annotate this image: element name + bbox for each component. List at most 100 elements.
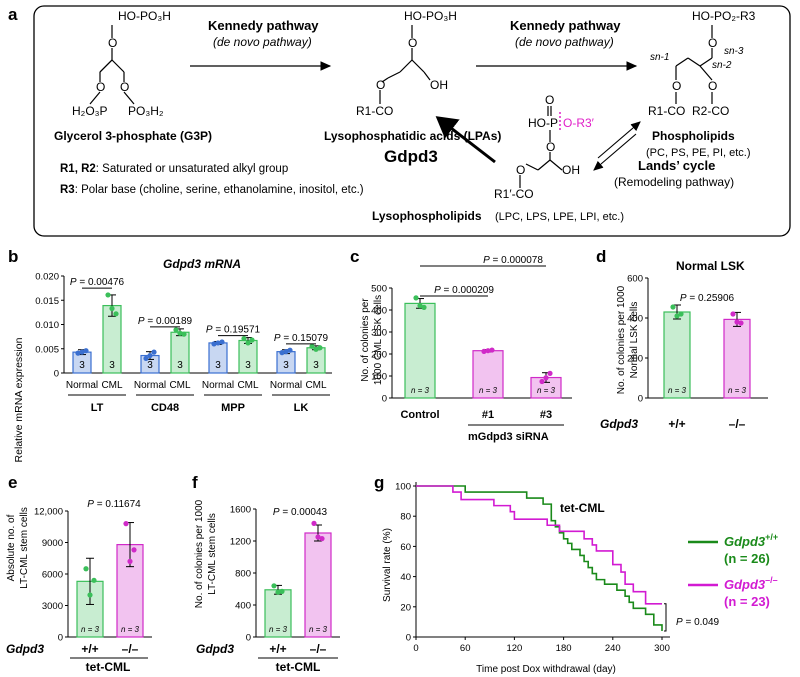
panel-b-n-label: 3 <box>109 360 115 371</box>
panel-b-group-label: LT <box>91 402 104 414</box>
panel-b-data-point <box>75 350 81 356</box>
panel-c-data-point <box>547 370 553 376</box>
panel-f-y-tick-label: 400 <box>235 601 251 612</box>
panel-f-pval: P = 0.00043 <box>273 507 328 518</box>
panel-b-data-point <box>173 327 179 333</box>
panel-b-data-point <box>177 330 183 336</box>
panel-f-bar <box>304 532 332 638</box>
panel-d-n-label: n = 3 <box>668 386 687 395</box>
panel-b-y-tick-label: 0.010 <box>35 320 59 331</box>
panel-d-x-label: +/+ <box>668 417 685 431</box>
panel-b-y-tick-label: 0.020 <box>35 272 59 283</box>
lyso-structure <box>519 106 563 188</box>
panel-g-legend: Gdpd3+/+ (n = 26) Gdpd3–/– (n = 23) <box>688 532 778 609</box>
panel-f-y-tick-label: 800 <box>235 569 251 580</box>
lyso-hop: HO-P <box>528 116 558 130</box>
lpa-top: HO-PO₃H <box>404 9 457 23</box>
panel-b-x-label: CML <box>305 380 327 391</box>
gdpd3-arrow <box>435 116 496 164</box>
legend-wt-n: (n = 26) <box>724 551 770 566</box>
lyso-examples: (LPC, LPS, LPE, LPI, etc.) <box>495 211 624 223</box>
panel-c-data-point <box>489 347 495 353</box>
panel-f-ylabel-1: No. of colonies per 1000 <box>194 499 205 608</box>
panel-g-x-tick-label: 60 <box>460 643 471 654</box>
panel-b-pval: P = 0.00189 <box>138 316 193 327</box>
g3p-structure <box>89 25 135 105</box>
panel-c-data-point <box>481 348 487 354</box>
panel-c-y-tick-label: 100 <box>371 372 387 383</box>
panel-b-n-label: 3 <box>147 360 153 371</box>
sn1-label: sn-1 <box>650 52 669 63</box>
panel-g-x-tick-label: 240 <box>605 643 621 654</box>
panel-d-data-point <box>674 313 680 319</box>
panel-e-n-label: n = 3 <box>81 625 100 634</box>
g3p-name: Glycerol 3-phosphate (G3P) <box>54 129 212 143</box>
lands-arrow-back <box>593 133 637 171</box>
panel-d-y-tick-label: 0 <box>638 394 643 405</box>
panel-e-gene: Gdpd3 <box>6 642 44 656</box>
panel-c-data-point <box>543 375 549 381</box>
g3p-left: H₂O₃P <box>72 104 108 118</box>
panel-b-n-label: 3 <box>177 360 183 371</box>
lpa-r1co: R1-CO <box>356 104 393 118</box>
panel-b-data-point <box>283 349 289 355</box>
panel-b-data-point <box>241 335 247 342</box>
panel-g-y-tick-label: 60 <box>400 542 411 553</box>
panel-d-y-tick-label: 200 <box>627 354 643 365</box>
r3-text: : Polar base (choline, serine, ethanolam… <box>75 184 364 196</box>
panel-c-x-label: Control <box>400 409 439 421</box>
panel-g-pval: P = 0.049 <box>676 617 720 628</box>
panel-g-x-tick-label: 300 <box>654 643 670 654</box>
panel-b-n-label: 3 <box>79 360 85 371</box>
panel-b-label: b <box>8 247 18 266</box>
panel-b-data-point <box>147 352 153 359</box>
panel-d-pval: P = 0.25906 <box>680 293 735 304</box>
panel-c-n-label: n = 3 <box>411 386 430 395</box>
panel-f-y-tick-label: 1600 <box>230 505 251 516</box>
panel-g-y-tick-label: 40 <box>400 572 411 583</box>
panel-c-x-label: #3 <box>540 409 552 421</box>
panel-c-pval: P = 0.000078 <box>483 255 543 266</box>
panel-f-x-label: +/+ <box>269 642 286 656</box>
panel-f-n-label: n = 3 <box>309 625 328 634</box>
panel-b-x-label: Normal <box>202 380 234 391</box>
panel-g-x-tick-label: 0 <box>413 643 418 654</box>
panel-g-pval-text: = 0.049 <box>683 617 720 628</box>
panel-e-ylabel-1: Absolute no. of <box>6 514 17 581</box>
panel-e-group: tet-CML <box>86 660 131 674</box>
panel-b-x-label: CML <box>169 380 191 391</box>
survival-curve-wt <box>416 485 663 631</box>
panel-b-group-label: CD48 <box>151 402 179 414</box>
r3-key: R3 <box>60 184 75 196</box>
panel-c-ylabel-1: No. of colonies per <box>360 298 371 382</box>
panel-d-ylabel-2: Normal LSK cells <box>629 302 640 379</box>
panel-b-y-tick-label: 0.015 <box>35 296 59 307</box>
panel-b-data-point <box>219 339 225 345</box>
panel-c-x-label: #1 <box>482 409 494 421</box>
panel-f-data-point <box>315 534 321 540</box>
panel-d-y-tick-label: 600 <box>627 274 643 285</box>
panel-b-data-point <box>211 341 217 347</box>
panel-d-data-point <box>734 319 740 325</box>
panel-g-x-tick-label: 120 <box>506 643 522 654</box>
panel-d-data-point <box>678 311 684 317</box>
panel-b-data-point <box>113 311 119 317</box>
panel-e-data-point <box>123 521 129 527</box>
lpa-o1: O <box>408 36 417 50</box>
panel-b-group-label: MPP <box>221 402 245 414</box>
panel-c-y-tick-label: 400 <box>371 306 387 317</box>
panel-f-y-tick-label: 0 <box>246 633 251 644</box>
panel-b-data-point <box>143 355 149 362</box>
lands-arrow-forward <box>597 121 641 159</box>
panel-e-data-point <box>91 577 97 583</box>
lands-title: Lands’ cycle <box>638 158 715 173</box>
panel-f-data-point <box>279 588 285 595</box>
lyso-or3: O-R3′ <box>563 116 595 130</box>
panel-b-data-point <box>317 345 323 351</box>
panel-c-data-point <box>413 295 419 301</box>
panel-d-title: Normal LSK <box>676 259 745 273</box>
panel-e-y-tick-label: 6000 <box>42 570 63 581</box>
panel-b-data-point <box>313 346 319 352</box>
g3p-o2: O <box>96 80 105 94</box>
panel-d-ylabel-1: No. of colonies per 1000 <box>616 285 627 394</box>
